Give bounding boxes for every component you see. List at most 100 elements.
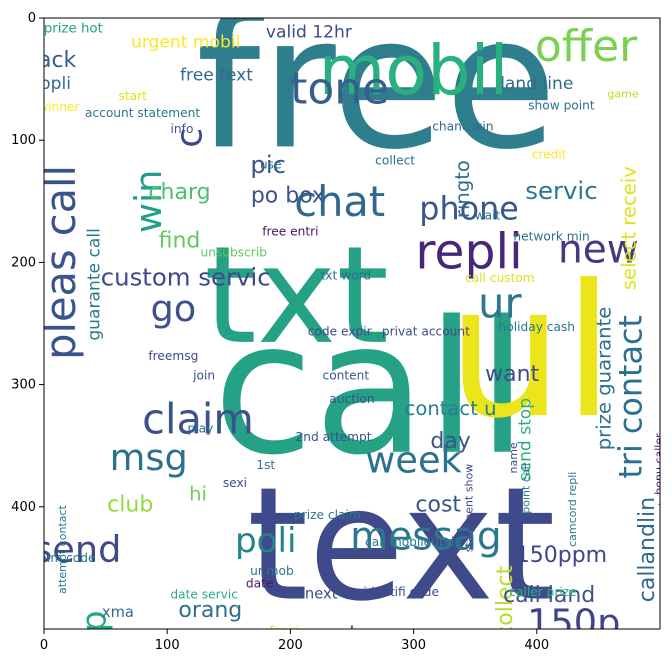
word-chat: chat: [294, 177, 385, 226]
y-tick-label: 300: [11, 378, 36, 393]
word-date: date: [246, 576, 273, 590]
word-orang: orang: [178, 598, 242, 623]
word-messag: messag: [350, 515, 502, 560]
word-start: start: [119, 89, 148, 103]
word-privat-account: privat account: [382, 325, 470, 339]
y-tick-label: 400: [11, 500, 36, 515]
word-msg: msg: [110, 436, 188, 479]
word-pic: pic: [250, 150, 286, 179]
word-camcord-repli: camcord repli: [566, 472, 579, 547]
word-guarante-call: guarante call: [84, 228, 104, 341]
word-identifi-code: identifi code: [364, 585, 439, 599]
word-join: join: [192, 369, 215, 383]
word-callandlin: callandlin: [635, 497, 660, 602]
word-select-receiv: select receiv: [617, 166, 640, 290]
word-await-collect: await collect: [493, 565, 518, 664]
word-land-line: land line: [500, 74, 573, 94]
word-game: game: [607, 87, 638, 100]
word-ringto: ringto: [451, 160, 474, 218]
word-code-expir: code expir: [308, 325, 373, 339]
word-account-statement: account statement: [85, 106, 200, 120]
word-2nd-attempt: 2nd attempt: [296, 430, 372, 444]
word-auction: auction: [329, 392, 374, 406]
word-charg: charg: [148, 180, 210, 205]
word-mobil: mobil: [319, 32, 509, 111]
word-content: content: [323, 369, 370, 383]
word-use: use: [260, 157, 282, 171]
word-xma: xma: [102, 604, 134, 621]
word-txt-word: txt word: [321, 269, 372, 283]
word-poli: poli: [235, 521, 297, 561]
word-win: win: [127, 170, 170, 233]
word-next: next: [305, 585, 338, 602]
word-date-servic: date servic: [170, 587, 238, 601]
x-tick-label: 100: [155, 638, 180, 653]
word-appli: appli: [29, 74, 71, 94]
word-150ppm: 150ppm: [516, 543, 607, 568]
word-week: week: [365, 439, 462, 482]
word-day: day: [430, 429, 470, 454]
word-text: text: [247, 453, 556, 635]
word-chanc-win: chanc win: [432, 119, 493, 133]
word-winner: winner: [38, 100, 80, 114]
word-cost: cost: [415, 493, 461, 518]
word-call-custom: call custom: [465, 271, 535, 285]
word-po-box: po box: [251, 184, 325, 209]
word-bonu-caller: bonu caller: [652, 433, 665, 495]
word-contact-u: contact u: [405, 397, 497, 420]
word-network-min: network min: [513, 229, 589, 243]
word-free-text: free text: [180, 65, 253, 85]
word-call: call: [213, 283, 528, 496]
word-enter: enter: [102, 649, 135, 663]
word-valid-12hr: valid 12hr: [266, 23, 353, 43]
word-point-call: point call: [519, 463, 532, 513]
word-1st: 1st: [256, 458, 275, 472]
x-axis: 0 100 200 300 400: [40, 629, 549, 653]
word-caller-prize: caller prize: [509, 585, 576, 599]
word-collect: collect: [375, 154, 415, 168]
word-call-land: call land: [503, 583, 595, 608]
word-ul: ul: [447, 246, 614, 459]
y-axis: 0 100 200 300 400: [11, 11, 44, 515]
word-find: find: [159, 229, 201, 254]
y-tick-label: 200: [11, 255, 36, 270]
word-offer: offer: [535, 21, 638, 72]
word-fanci: fanci: [269, 624, 299, 638]
word-free-entri: free entri: [262, 225, 318, 239]
word-holiday-cash: holiday cash: [499, 320, 576, 334]
x-tick-label: 0: [40, 638, 48, 653]
word-show-point: show point: [528, 99, 595, 113]
word-name: name: [507, 442, 520, 473]
word-repli: repli: [415, 224, 522, 281]
word-stop: stop: [75, 610, 115, 664]
word-pleas-call: pleas call: [36, 165, 85, 360]
word-claim: claim: [142, 394, 254, 443]
word-servic: servic: [525, 176, 597, 205]
axes-frame: [43, 17, 661, 630]
word-txt: txt: [204, 217, 389, 374]
word-info: info: [171, 122, 194, 136]
y-tick-label: 100: [11, 133, 36, 148]
y-tick-label: 0: [28, 11, 36, 26]
word-custom-servic: custom servic: [101, 263, 271, 292]
word-play: play: [188, 421, 214, 435]
word-freemsg: freemsg: [148, 349, 198, 363]
word-credit: credit: [532, 148, 567, 162]
word-prize-claim: prize claim: [294, 508, 361, 522]
word-back: back: [24, 48, 77, 73]
word-club: club: [107, 493, 153, 518]
word-attempt-contact: attempt contact: [56, 504, 69, 593]
x-tick-label: 400: [524, 638, 549, 653]
word-urgent-mobil: urgent mobil: [131, 32, 240, 52]
word-claim-code: claim code: [29, 551, 95, 565]
word-xt: xt: [656, 501, 669, 513]
word-statement-show: statement show: [463, 464, 476, 553]
word-ur: ur: [478, 278, 522, 327]
word-show-prize-hot: show prize hot: [5, 22, 103, 37]
word-go: go: [150, 287, 196, 330]
word-wait: wait: [475, 209, 501, 223]
word-ur-mob: ur mob: [250, 564, 294, 578]
word-sexi: sexi: [223, 476, 247, 490]
